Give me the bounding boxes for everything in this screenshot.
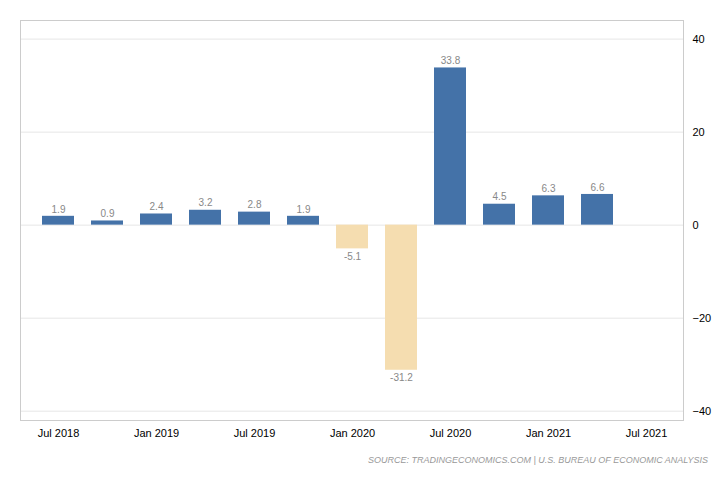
svg-text:4.5: 4.5 xyxy=(493,191,507,202)
svg-text:20: 20 xyxy=(693,126,705,138)
svg-text:2.4: 2.4 xyxy=(150,201,164,212)
svg-text:Jul 2018: Jul 2018 xyxy=(38,427,80,439)
svg-text:6.6: 6.6 xyxy=(591,182,605,193)
svg-text:1.9: 1.9 xyxy=(52,204,66,215)
svg-text:0.9: 0.9 xyxy=(101,208,115,219)
html-text:SOURCE: TRADINGECONOMICS.COM |: SOURCE: TRADINGECONOMICS.COM | U.S. BURE… xyxy=(367,455,708,465)
svg-text:−20: −20 xyxy=(693,312,712,324)
svg-text:40: 40 xyxy=(693,33,705,45)
svg-text:6.3: 6.3 xyxy=(542,183,556,194)
svg-text:Jan 2020: Jan 2020 xyxy=(330,427,375,439)
svg-text:Jul 2021: Jul 2021 xyxy=(626,427,668,439)
svg-text:Jan 2021: Jan 2021 xyxy=(526,427,571,439)
svg-text:Jul 2019: Jul 2019 xyxy=(234,427,276,439)
svg-text:Jan 2019: Jan 2019 xyxy=(134,427,179,439)
svg-text:3.2: 3.2 xyxy=(199,197,213,208)
svg-text:33.8: 33.8 xyxy=(441,55,461,66)
svg-text:-31.2: -31.2 xyxy=(390,372,413,383)
svg-text:1.9: 1.9 xyxy=(297,204,311,215)
svg-text:0: 0 xyxy=(693,219,699,231)
svg-text:-5.1: -5.1 xyxy=(344,251,362,262)
svg-text:2.8: 2.8 xyxy=(248,199,262,210)
svg-text:Jul 2020: Jul 2020 xyxy=(430,427,472,439)
svg-text:−40: −40 xyxy=(693,405,712,417)
